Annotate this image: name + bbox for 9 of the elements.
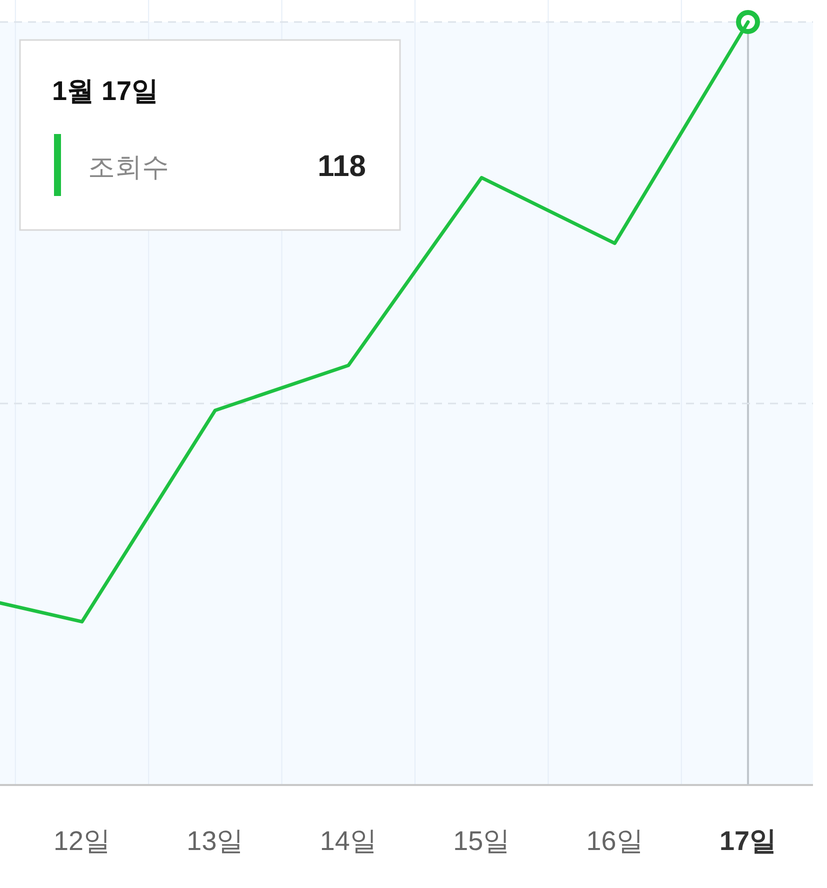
x-tick-label: 16일 (586, 826, 644, 856)
x-tick-label: 12일 (53, 826, 111, 856)
annotation: 118 (318, 150, 366, 183)
legend-title: 1월 17일 (52, 76, 159, 106)
x-tick-label: 14일 (320, 826, 377, 856)
x-tick-label: 17일 (719, 826, 777, 856)
legend-label: 조회수 (88, 152, 169, 182)
x-tick-label: 13일 (186, 826, 244, 856)
x-tick-label: 15일 (453, 826, 510, 856)
